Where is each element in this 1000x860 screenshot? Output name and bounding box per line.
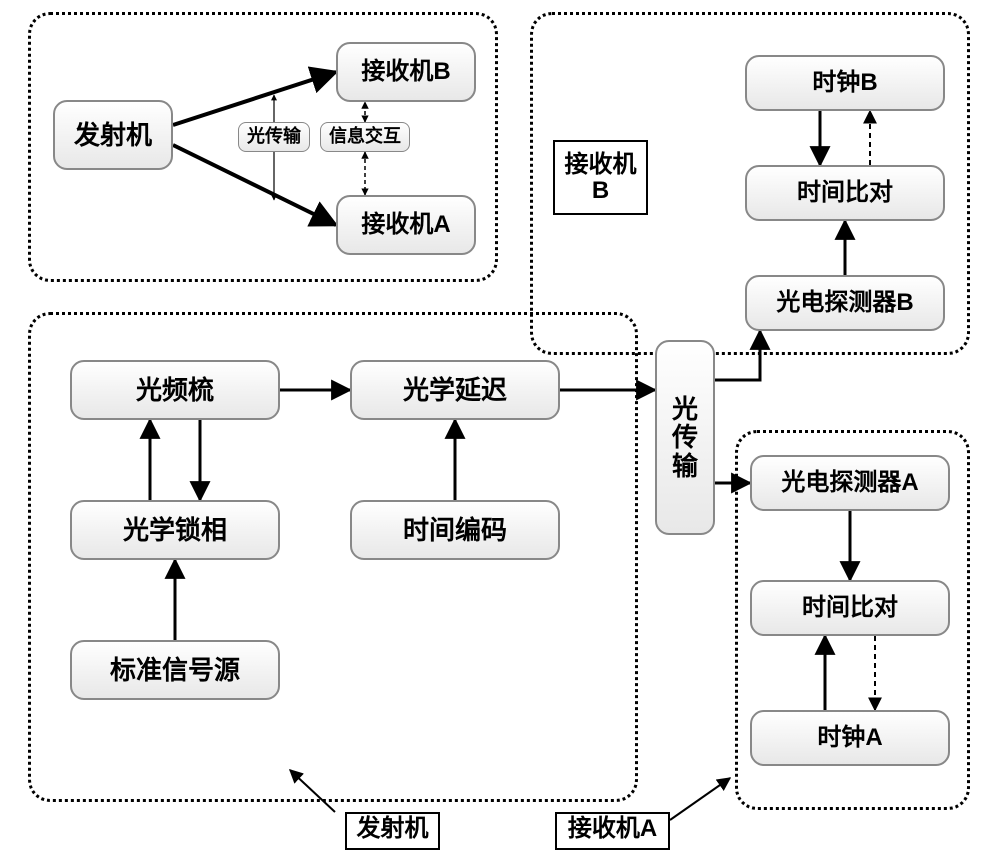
- label: 时间比对: [802, 595, 898, 621]
- node-standard-source: 标准信号源: [70, 640, 280, 700]
- label: 发射机: [74, 121, 152, 150]
- node-clock-b: 时钟B: [745, 55, 945, 111]
- label: 时间编码: [403, 516, 507, 545]
- node-time-compare-a: 时间比对: [750, 580, 950, 636]
- node-ov-receiver-a: 接收机A: [336, 195, 476, 255]
- group-label-receiver-a: 接收机A: [555, 812, 670, 850]
- node-optical-comb: 光频梳: [70, 360, 280, 420]
- label: 时钟B: [812, 70, 877, 96]
- node-clock-a: 时钟A: [750, 710, 950, 766]
- label: 接收机A: [568, 815, 657, 842]
- label: 光电探测器B: [776, 290, 913, 316]
- node-optical-pll: 光学锁相: [70, 500, 280, 560]
- node-photodetector-b: 光电探测器B: [745, 275, 945, 331]
- node-ov-info-exchange: 信息交互: [320, 122, 410, 152]
- label: 接收机 B: [565, 152, 637, 202]
- label: 信息交互: [329, 127, 401, 147]
- node-optical-link: 光 传 输: [655, 340, 715, 535]
- label: 光传输: [247, 127, 301, 147]
- label: 光学锁相: [123, 516, 227, 545]
- label: 光频梳: [136, 376, 214, 405]
- group-label-transmitter: 发射机: [345, 812, 440, 850]
- diagram-root: 发射机 接收机B 接收机A 光传输 信息交互 光频梳 光学延迟 光学锁相 时间编…: [0, 0, 1000, 860]
- label: 光 传 输: [672, 395, 698, 481]
- node-time-encoding: 时间编码: [350, 500, 560, 560]
- label: 时间比对: [797, 180, 893, 206]
- node-photodetector-a: 光电探测器A: [750, 455, 950, 511]
- label: 光学延迟: [403, 376, 507, 405]
- group-label-receiver-b: 接收机 B: [553, 140, 648, 215]
- label: 接收机B: [361, 59, 450, 85]
- node-ov-transmitter: 发射机: [53, 100, 173, 170]
- label: 接收机A: [361, 212, 450, 238]
- label: 光电探测器A: [781, 470, 918, 496]
- label: 发射机: [357, 815, 429, 842]
- node-ov-receiver-b: 接收机B: [336, 42, 476, 102]
- node-optical-delay: 光学延迟: [350, 360, 560, 420]
- label: 标准信号源: [110, 656, 240, 685]
- node-time-compare-b: 时间比对: [745, 165, 945, 221]
- label: 时钟A: [817, 725, 882, 751]
- node-ov-optical-transport: 光传输: [238, 122, 310, 152]
